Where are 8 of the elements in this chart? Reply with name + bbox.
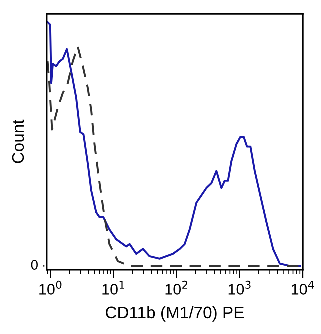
x-tick-label: 10$^{2}$ <box>166 280 188 295</box>
x-axis-title: CD11b (M1/70) PE <box>106 306 244 322</box>
x-tick-label: 10$^{1}$ <box>102 281 124 295</box>
x-tick-label: 10$^{4}$ <box>292 281 314 295</box>
x-tick-label: 10$^{0}$ <box>40 280 62 295</box>
y-axis-title: Count <box>12 120 24 164</box>
x-tick-label: 10$^{3}$ <box>228 280 251 295</box>
text: 0 <box>31 260 38 270</box>
